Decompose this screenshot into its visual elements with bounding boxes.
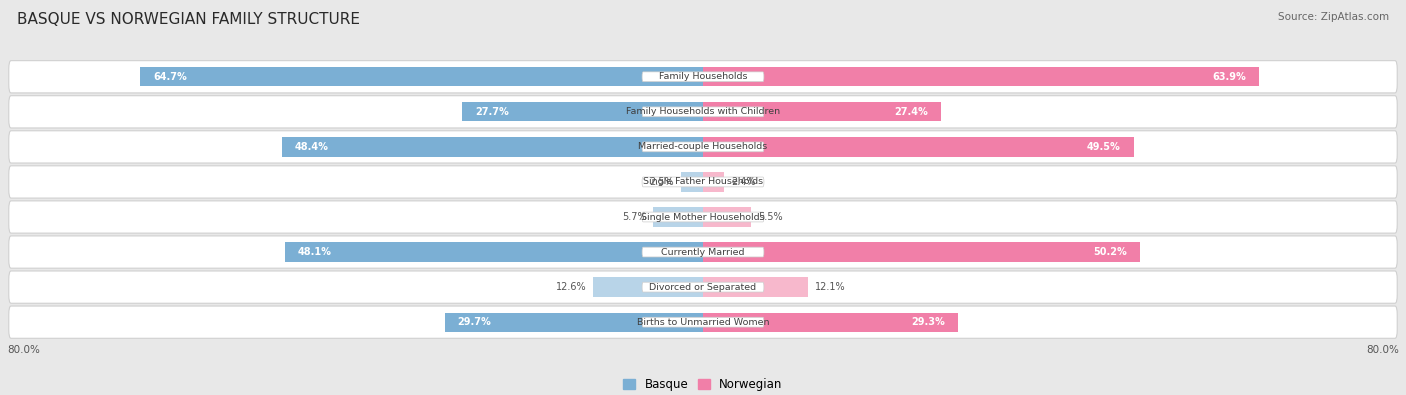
Text: Single Mother Households: Single Mother Households <box>641 213 765 222</box>
Text: Births to Unmarried Women: Births to Unmarried Women <box>637 318 769 327</box>
Text: 48.1%: 48.1% <box>298 247 332 257</box>
Bar <box>703 137 1133 156</box>
Bar <box>682 172 703 192</box>
FancyBboxPatch shape <box>643 72 763 82</box>
Text: 12.1%: 12.1% <box>815 282 846 292</box>
FancyBboxPatch shape <box>643 247 763 257</box>
Text: 64.7%: 64.7% <box>153 72 187 82</box>
Text: 12.6%: 12.6% <box>555 282 586 292</box>
Text: 49.5%: 49.5% <box>1087 142 1121 152</box>
Legend: Basque, Norwegian: Basque, Norwegian <box>619 373 787 395</box>
FancyBboxPatch shape <box>8 61 1398 93</box>
Bar <box>593 277 703 297</box>
FancyBboxPatch shape <box>8 166 1398 198</box>
Bar <box>703 207 751 227</box>
Text: 48.4%: 48.4% <box>295 142 329 152</box>
Bar <box>703 102 942 122</box>
Bar <box>444 312 703 332</box>
Text: Married-couple Households: Married-couple Households <box>638 142 768 151</box>
Text: 29.3%: 29.3% <box>911 317 945 327</box>
FancyBboxPatch shape <box>8 96 1398 128</box>
FancyBboxPatch shape <box>8 271 1398 303</box>
Text: 29.7%: 29.7% <box>458 317 492 327</box>
Text: Family Households: Family Households <box>659 72 747 81</box>
Text: 80.0%: 80.0% <box>7 345 39 355</box>
Text: 80.0%: 80.0% <box>1367 345 1399 355</box>
Bar <box>141 67 703 87</box>
Text: 5.7%: 5.7% <box>621 212 647 222</box>
Text: 27.4%: 27.4% <box>894 107 928 117</box>
Text: BASQUE VS NORWEGIAN FAMILY STRUCTURE: BASQUE VS NORWEGIAN FAMILY STRUCTURE <box>17 12 360 27</box>
FancyBboxPatch shape <box>8 131 1398 163</box>
Text: 2.5%: 2.5% <box>650 177 675 187</box>
Bar <box>703 277 808 297</box>
FancyBboxPatch shape <box>643 282 763 292</box>
Bar <box>283 137 703 156</box>
Bar <box>463 102 703 122</box>
Text: 2.4%: 2.4% <box>731 177 755 187</box>
FancyBboxPatch shape <box>8 201 1398 233</box>
Text: Family Households with Children: Family Households with Children <box>626 107 780 117</box>
Text: Divorced or Separated: Divorced or Separated <box>650 282 756 292</box>
Text: Currently Married: Currently Married <box>661 248 745 257</box>
Text: 63.9%: 63.9% <box>1212 72 1246 82</box>
Text: 27.7%: 27.7% <box>475 107 509 117</box>
Bar <box>703 67 1258 87</box>
FancyBboxPatch shape <box>643 317 763 327</box>
Bar <box>654 207 703 227</box>
FancyBboxPatch shape <box>643 177 763 187</box>
Bar <box>284 243 703 262</box>
FancyBboxPatch shape <box>8 306 1398 338</box>
Bar <box>703 172 724 192</box>
FancyBboxPatch shape <box>643 142 763 152</box>
FancyBboxPatch shape <box>643 107 763 117</box>
Text: 50.2%: 50.2% <box>1092 247 1126 257</box>
FancyBboxPatch shape <box>8 236 1398 268</box>
Text: 5.5%: 5.5% <box>758 212 782 222</box>
Text: Single Father Households: Single Father Households <box>643 177 763 186</box>
Bar <box>703 312 957 332</box>
Text: Source: ZipAtlas.com: Source: ZipAtlas.com <box>1278 12 1389 22</box>
FancyBboxPatch shape <box>643 212 763 222</box>
Bar <box>703 243 1140 262</box>
